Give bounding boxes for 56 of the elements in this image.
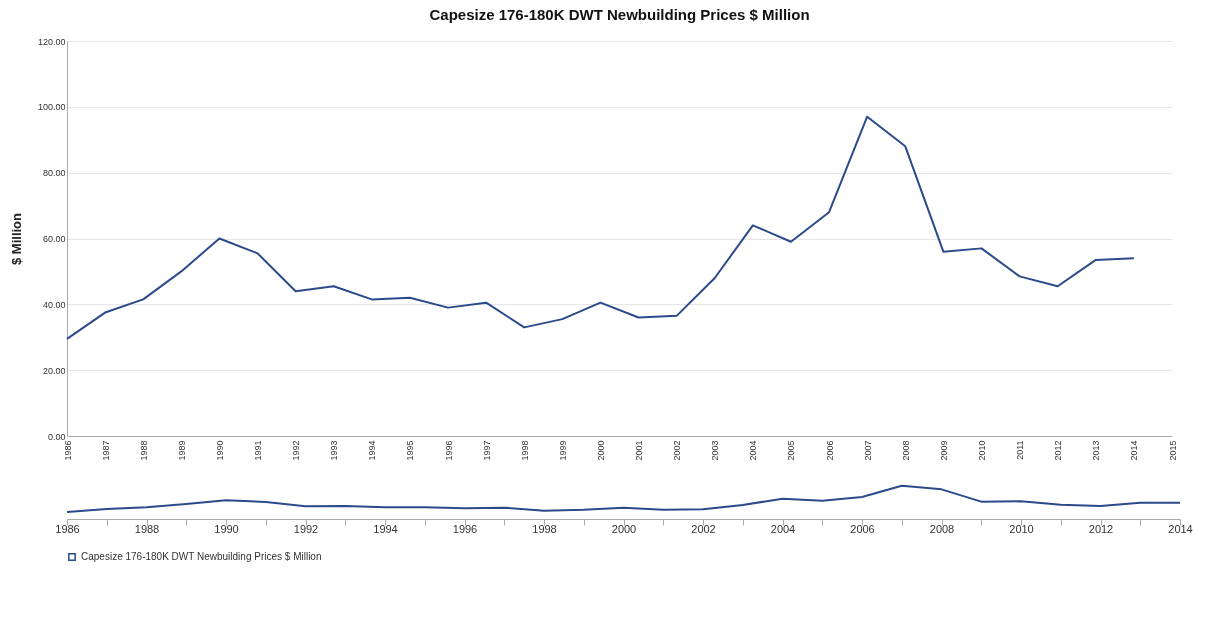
x-tick-label: 2004 <box>770 522 796 535</box>
x-tick-label: 1986 <box>55 522 80 535</box>
x-tick-label: 2011 <box>1015 440 1026 460</box>
line-series <box>66 115 1135 340</box>
x-tick-label: 2008 <box>900 440 911 461</box>
x-tick-label: 1994 <box>373 522 398 535</box>
x-tick-label: 1988 <box>138 440 149 461</box>
x-tick-label: 1986 <box>62 440 73 461</box>
x-tick-label: 1990 <box>214 522 239 535</box>
x-tick-label: 2000 <box>611 522 637 535</box>
x-tick-label: 2010 <box>976 440 987 461</box>
x-tick-label: 1987 <box>100 440 111 461</box>
x-tick-label: 1996 <box>452 522 478 535</box>
x-tick-label: 2010 <box>1009 522 1034 535</box>
x-tick-label: 1998 <box>532 522 557 535</box>
y-tick-label: 40.00 <box>42 299 66 310</box>
x-tick-label: 2001 <box>634 440 645 461</box>
x-tick-label: 1995 <box>405 440 416 461</box>
y-tick-label: 80.00 <box>42 168 66 179</box>
x-tick-label: 1989 <box>176 440 187 461</box>
x-tick-label: 2012 <box>1053 440 1064 461</box>
x-tick-label: 1988 <box>134 522 160 535</box>
x-tick-label: 2014 <box>1168 522 1193 535</box>
y-tick-label: 60.00 <box>42 234 66 244</box>
x-tick-label: 1992 <box>291 440 302 461</box>
x-tick-label: 2013 <box>1091 440 1102 461</box>
legend-label: Capesize 176-180K DWT Newbuilding Prices $ Million <box>81 551 322 562</box>
x-tick-label: 2000 <box>595 440 606 461</box>
x-tick-label: 2002 <box>691 522 716 535</box>
x-tick-label: 1998 <box>519 440 530 461</box>
y-tick-label: 120.00 <box>37 36 66 47</box>
x-tick-label: 1999 <box>557 440 568 461</box>
x-tick-label: 2009 <box>938 440 949 461</box>
x-tick-label: 1990 <box>214 440 225 461</box>
x-tick-label: 2006 <box>850 522 875 535</box>
x-tick-label: 1994 <box>367 440 378 461</box>
y-tick-label: 20.00 <box>42 365 66 376</box>
x-tick-label: 2002 <box>672 440 683 461</box>
x-tick-label: 1992 <box>293 522 319 535</box>
x-tick-label: 1993 <box>329 440 340 461</box>
x-tick-label: 2006 <box>824 440 835 461</box>
x-tick-label: 1997 <box>481 440 492 461</box>
chart-title: Capesize 176-180K DWT Newbuilding Prices $ Million <box>429 6 810 23</box>
y-axis-title: $ Million <box>8 212 24 265</box>
x-tick-label: 2007 <box>862 440 873 461</box>
x-tick-label: 2014 <box>1129 440 1140 461</box>
x-tick-label: 2005 <box>786 440 797 461</box>
x-tick-label: 2004 <box>748 440 759 461</box>
x-tick-label: 1991 <box>253 440 264 461</box>
y-tick-label: 100.00 <box>37 102 66 113</box>
x-tick-label: 2008 <box>929 522 955 535</box>
x-tick-label: 1996 <box>443 440 454 461</box>
x-tick-label: 2003 <box>710 440 721 461</box>
x-tick-label: 2015 <box>1167 440 1178 461</box>
y-tick-label: 0.00 <box>47 431 66 442</box>
x-tick-label: 2012 <box>1088 522 1114 535</box>
